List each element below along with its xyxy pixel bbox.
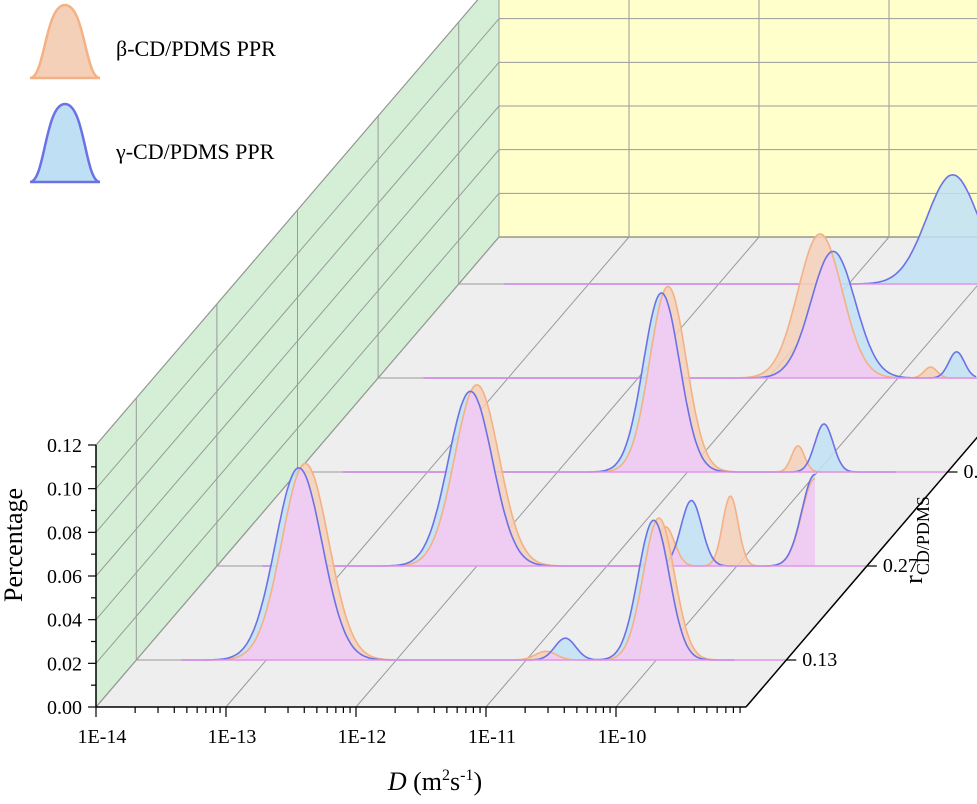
x-axis-title-sup2: -1 [460,767,473,784]
z-axis-title-sub: CD/PDMS [913,496,933,575]
legend-label-beta: β-CD/PDMS PPR [116,36,276,61]
x-tick-label: 1E-12 [338,726,387,748]
y-tick-label: 0.02 [47,653,82,675]
z-tick-label: 0.13 [802,649,837,671]
x-axis-title-unit-open: (m [407,767,442,796]
y-tick-label: 0.10 [47,479,82,501]
y-axis-title: Percentage [0,488,28,602]
x-axis-title: D (m2s-1) [387,767,482,796]
x-tick-label: 1E-11 [468,726,516,748]
y-tick-label: 0.00 [47,697,82,719]
x-axis-title-unit-close: ) [473,767,482,796]
x-tick-label: 1E-14 [78,726,127,748]
x-tick-label: 1E-10 [598,726,647,748]
legend-swatch-beta [30,5,100,78]
back-wall [499,0,977,237]
y-tick-label: 0.04 [47,610,82,632]
z-tick-label: 0.4 [964,461,977,483]
legend-label-gamma: γ-CD/PDMS PPR [115,139,275,164]
x-tick-label: 1E-13 [208,726,257,748]
y-tick-label: 0.12 [47,435,82,457]
x-axis-title-unit-mid: s [450,767,460,796]
x-axis-title-sup1: 2 [442,767,450,784]
y-tick-label: 0.08 [47,522,82,544]
x-axis-title-symbol: D [387,767,407,796]
y-tick-label: 0.06 [47,566,82,588]
legend-swatch-gamma [30,104,100,182]
legend: β-CD/PDMS PPR γ-CD/PDMS PPR [30,5,276,182]
z-axis-title-main: r [899,575,928,584]
